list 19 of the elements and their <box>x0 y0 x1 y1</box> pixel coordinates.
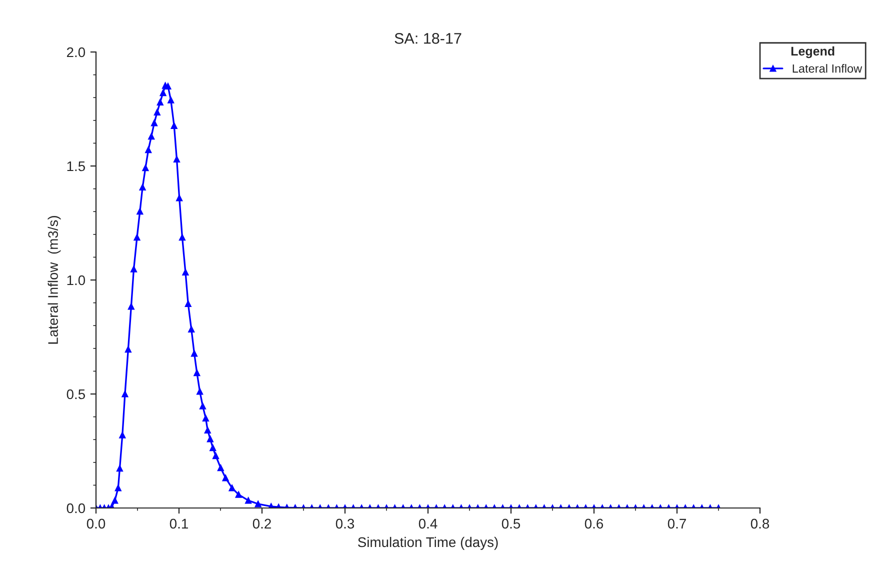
legend-title: Legend <box>791 46 834 58</box>
x-tick-label: 0.7 <box>668 518 686 529</box>
y-tick-label: 0.0 <box>66 503 86 514</box>
x-tick-label: 0.4 <box>418 518 438 529</box>
x-tick-label: 0.5 <box>502 518 520 529</box>
x-tick-label: 0.3 <box>336 518 354 529</box>
y-tick-label: 0.5 <box>66 389 86 400</box>
x-tick-label: 0.0 <box>86 518 106 529</box>
legend-label: Lateral Inflow <box>792 64 862 73</box>
x-tick-label: 0.8 <box>750 518 770 529</box>
y-axis-title: Lateral Inflow (m3/s) <box>48 216 61 344</box>
x-tick-label: 0.1 <box>170 518 188 529</box>
x-axis-title: Simulation Time (days) <box>358 536 498 550</box>
y-tick-label: 1.5 <box>67 161 86 172</box>
x-tick-label: 0.2 <box>252 518 271 529</box>
y-tick-label: 2.0 <box>66 47 86 58</box>
chart-title: SA: 18-17 <box>394 33 462 44</box>
y-tick-label: 1.0 <box>67 275 86 286</box>
x-tick-label: 0.6 <box>584 518 604 529</box>
